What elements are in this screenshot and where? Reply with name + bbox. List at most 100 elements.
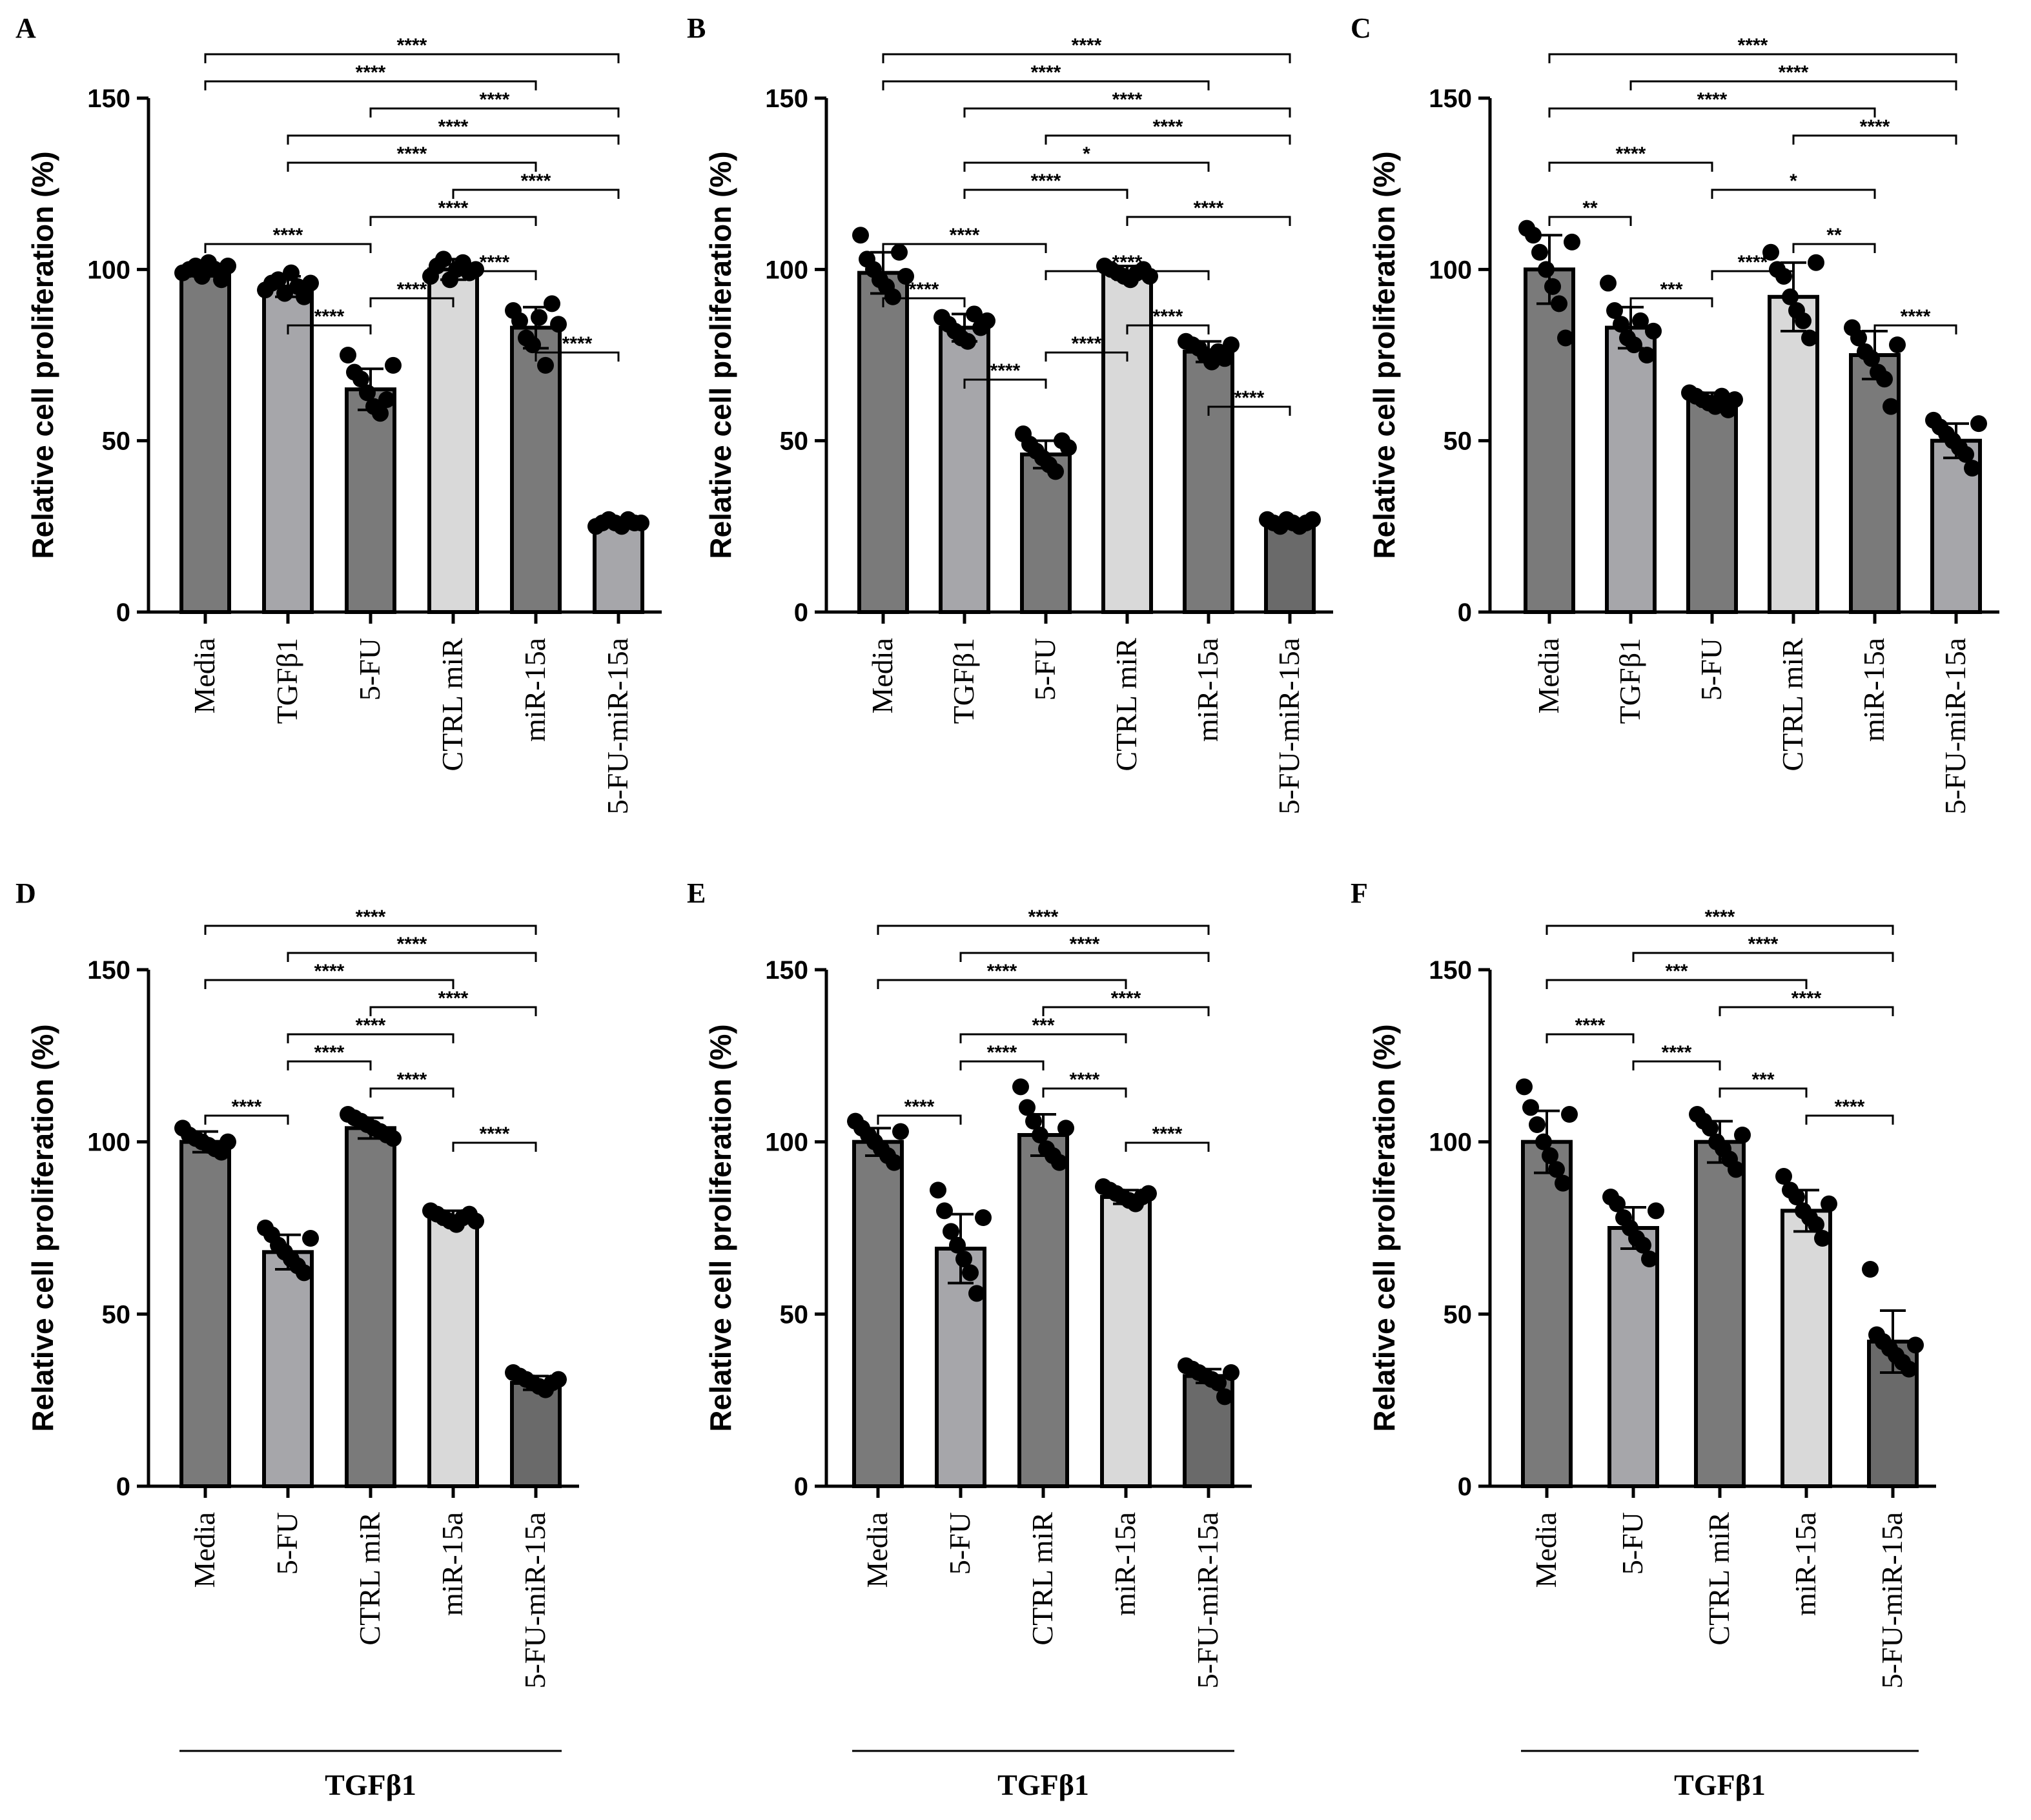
x-tick-label: 5-FU — [1028, 638, 1061, 700]
data-point — [1525, 227, 1542, 244]
bar-4 — [1781, 1209, 1832, 1489]
data-point — [930, 1181, 946, 1199]
data-point — [979, 312, 995, 329]
x-tick-label: miR-15a — [1857, 638, 1890, 742]
data-point — [1531, 243, 1548, 261]
data-point — [968, 1285, 985, 1302]
data-point — [352, 371, 369, 388]
significance-bracket — [204, 80, 537, 90]
panel-letter: E — [687, 877, 706, 909]
data-point — [949, 1236, 966, 1254]
data-point — [1051, 1154, 1068, 1171]
data-point — [633, 515, 649, 532]
significance-label: **** — [1031, 170, 1061, 192]
significance-label: **** — [1697, 89, 1728, 110]
significance-label: **** — [480, 252, 510, 273]
data-point — [1522, 1099, 1539, 1116]
x-tick-label: 5-FU-miR-15a — [1939, 638, 1972, 814]
significance-label: **** — [1705, 906, 1735, 928]
data-point — [385, 356, 402, 374]
y-tick-label: 0 — [116, 598, 130, 627]
bar-5 — [510, 1381, 562, 1488]
significance-label: * — [1083, 143, 1090, 165]
significance-label: **** — [1901, 306, 1931, 327]
significance-label: **** — [1028, 906, 1059, 928]
significance-bracket — [882, 243, 1047, 253]
data-point — [1632, 312, 1649, 329]
data-point — [1876, 371, 1893, 388]
data-point — [524, 336, 541, 354]
significance-bracket — [452, 1141, 537, 1152]
data-point — [194, 267, 210, 285]
significance-bracket — [1548, 161, 1713, 172]
significance-label: **** — [356, 62, 386, 83]
data-point — [1645, 322, 1662, 340]
bar-5 — [1849, 353, 1901, 614]
significance-bracket — [287, 134, 620, 145]
data-point — [467, 261, 484, 278]
bar-4 — [427, 1216, 479, 1488]
significance-label: **** — [987, 1042, 1017, 1063]
y-tick-label: 100 — [87, 256, 130, 284]
data-point — [1140, 1185, 1157, 1202]
significance-label: **** — [1112, 89, 1143, 110]
y-axis-label: Relative cell proliferation (%) — [704, 1024, 737, 1431]
significance-bracket — [535, 351, 620, 362]
significance-bracket — [287, 324, 372, 334]
data-point — [1626, 336, 1642, 354]
x-tick-label: 5-FU-miR-15a — [1875, 1512, 1908, 1688]
significance-bracket — [877, 979, 1127, 989]
x-tick-label: miR-15a — [518, 638, 551, 742]
x-tick-label: 5-FU-miR-15a — [1272, 638, 1305, 814]
data-point — [544, 295, 560, 312]
x-tick-label: miR-15a — [1789, 1512, 1822, 1616]
y-axis-label: Relative cell proliferation (%) — [1367, 151, 1401, 558]
x-tick-label: CTRL miR — [1702, 1512, 1735, 1646]
data-point — [531, 309, 547, 326]
data-point — [1901, 1360, 1917, 1378]
data-point — [1609, 1195, 1626, 1212]
data-point — [1606, 302, 1623, 320]
significance-label: **** — [1616, 143, 1646, 165]
data-point — [550, 1371, 567, 1388]
bar-2 — [262, 1250, 314, 1489]
bar-1 — [1521, 1140, 1573, 1488]
x-tick-label: CTRL miR — [353, 1512, 386, 1646]
data-point — [1795, 312, 1812, 329]
y-tick-label: 0 — [116, 1473, 130, 1501]
y-axis-label: Relative cell proliferation (%) — [704, 151, 737, 558]
significance-bracket — [1548, 53, 1957, 63]
significance-label: **** — [397, 279, 427, 300]
group-label: TGFβ1 — [997, 1768, 1089, 1801]
data-point — [1025, 1112, 1042, 1130]
data-point — [1821, 1195, 1837, 1212]
significance-bracket — [1045, 270, 1210, 280]
bar-5 — [510, 325, 562, 614]
x-tick-label: 5-FU — [270, 1512, 303, 1575]
significance-bracket — [877, 1114, 962, 1125]
data-point — [219, 1133, 236, 1150]
data-point — [1223, 336, 1240, 354]
significance-bracket — [204, 1114, 289, 1125]
x-tick-label: 5-FU-miR-15a — [518, 1512, 551, 1688]
significance-label: * — [1790, 170, 1797, 192]
significance-bracket — [204, 925, 537, 935]
panel-letter: B — [687, 12, 706, 44]
y-tick-label: 150 — [1429, 85, 1472, 113]
significance-bracket — [959, 1033, 1127, 1043]
data-point — [537, 356, 554, 374]
significance-bracket — [204, 979, 454, 989]
panel-letter: A — [15, 12, 36, 44]
data-point — [1702, 1120, 1719, 1137]
data-point — [1808, 254, 1824, 271]
x-tick-label: CTRL miR — [436, 638, 469, 772]
data-point — [1223, 1364, 1240, 1381]
significance-bracket — [877, 925, 1210, 935]
bar-1 — [852, 1140, 904, 1488]
significance-label: *** — [1032, 1015, 1054, 1036]
bar-2 — [1607, 1226, 1659, 1488]
bar-3 — [1017, 1133, 1069, 1488]
data-point — [1538, 261, 1555, 278]
significance-bracket — [963, 161, 1210, 172]
significance-bracket — [1207, 405, 1291, 416]
